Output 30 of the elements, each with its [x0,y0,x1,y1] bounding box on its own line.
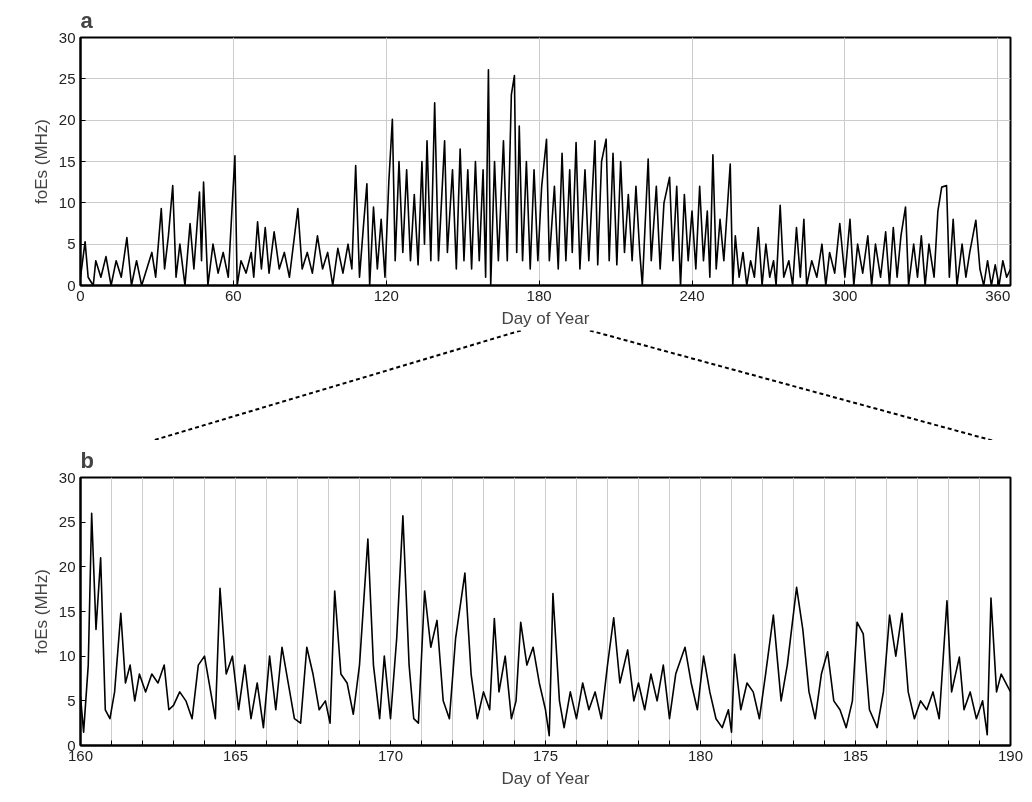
y-tick-label: 5 [67,691,76,709]
y-tick-label: 10 [58,647,76,665]
x-tick-label: 120 [373,286,399,304]
y-tick-label: 30 [58,28,76,46]
x-tick-label: 180 [687,746,714,764]
y-tick-label: 25 [58,513,76,531]
x-tick-label: 175 [532,746,559,764]
x-tick-label: 360 [985,286,1011,304]
y-tick-label: 10 [58,193,76,211]
y-tick-label: 15 [58,602,76,620]
x-tick-label: 60 [225,286,242,304]
x-tick-label: 240 [679,286,705,304]
x-tick-label: 185 [842,746,869,764]
x-axis-title: Day of Year [501,308,590,328]
y-tick-label: 25 [58,69,76,87]
y-tick-label: 20 [58,111,76,129]
y-axis-title: foEs (MHz) [31,569,51,654]
x-tick-label: 190 [997,746,1024,764]
y-tick-label: 30 [58,468,76,486]
x-tick-label: 180 [526,286,552,304]
chart-title: a [80,7,94,33]
x-tick-label: 165 [222,746,249,764]
y-tick-label: 15 [58,152,76,170]
y-tick-label: 20 [58,557,76,575]
x-axis-title: Day of Year [501,768,590,788]
y-tick-label: 5 [67,235,76,253]
x-tick-label: 300 [832,286,858,304]
chart-title: b [80,447,94,473]
x-tick-label: 170 [377,746,404,764]
y-axis-title: foEs (MHz) [31,119,51,204]
